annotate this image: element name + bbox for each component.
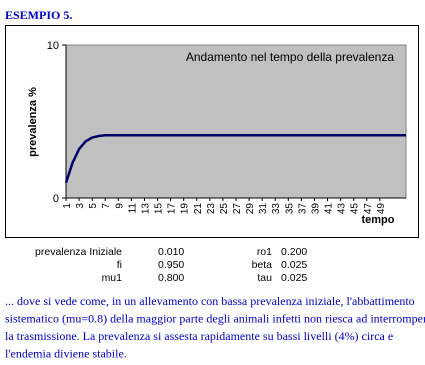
x-tick-label: 5 [88,203,99,209]
parameter-cell: 0.800 [158,272,184,284]
y-tick-label: 0 [53,193,59,205]
x-tick-label: 47 [363,203,374,215]
x-tick-label: 23 [206,203,217,215]
chart-title: Andamento nel tempo della prevalenza [186,50,394,64]
parameter-cell: 0.025 [281,272,307,284]
parameter-cell: ro1 [257,246,272,258]
parameter-cell: 0.950 [158,259,184,271]
x-tick-label: 11 [127,203,138,214]
x-tick-label: 17 [167,203,178,215]
x-tick-label: 33 [271,203,282,215]
x-tick-label: 45 [350,203,361,215]
x-tick-label: 1 [62,203,73,209]
x-tick-label: 9 [114,203,125,209]
x-tick-label: 37 [297,203,308,215]
x-tick-label: 49 [376,203,387,215]
parameter-cell: 0.010 [158,246,184,258]
x-tick-label: 13 [140,203,151,215]
x-tick-label: 21 [193,203,204,215]
x-tick-label: 27 [232,203,243,215]
parameter-cell: 0.200 [281,246,307,258]
description-line: l'endemia diviene stabile. [5,347,127,361]
parameter-cell: 0.025 [281,259,307,271]
data-line [64,134,406,184]
parameter-cell: mu1 [102,272,123,284]
x-tick-label: 39 [310,203,321,215]
parameter-cell: prevalenza Iniziale [35,246,122,258]
y-axis-label: prevalenza % [27,87,39,157]
x-tick-label: 19 [180,203,191,215]
x-axis-label: tempo [362,214,395,226]
parameter-cell: tau [257,272,272,284]
x-tick-label: 43 [337,203,348,215]
x-tick-label: 7 [101,203,112,209]
description-line: sistematico (mu=0.8) della maggior parte… [5,312,425,326]
description-line: la trasmissione. La prevalenza si assest… [5,329,393,343]
parameter-cell: beta [252,259,273,271]
x-tick-label: 35 [284,203,295,215]
x-tick-label: 15 [154,203,165,215]
x-tick-label: 29 [245,203,256,215]
x-tick-label: 25 [219,203,230,215]
x-tick-label: 31 [258,203,269,215]
parameter-cell: fi [117,259,122,271]
x-tick-label: 3 [75,203,86,209]
x-tick-label: 41 [324,203,335,215]
y-tick-label: 10 [47,40,59,52]
page-title: ESEMPIO 5. [5,8,72,22]
description-line: ... dove si vede come, in un allevamento… [5,294,415,308]
plot-area [65,44,407,199]
